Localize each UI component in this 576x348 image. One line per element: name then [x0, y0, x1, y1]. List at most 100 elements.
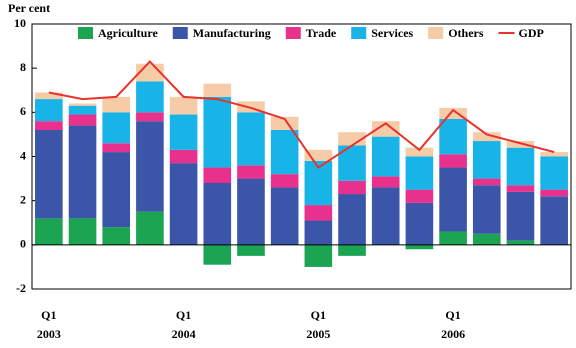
x-tick-label: Q1: [445, 308, 460, 322]
bar-segment: [439, 118, 467, 155]
bar-segment: [506, 191, 535, 241]
bar-segment: [35, 99, 63, 122]
y-tick-label: 0: [20, 237, 26, 251]
bar-segment: [169, 163, 198, 245]
bar-segment: [68, 125, 97, 219]
bar-segment: [304, 220, 333, 245]
bar-segment: [136, 121, 164, 212]
bar-segment: [371, 136, 400, 177]
legend-label: Agriculture: [98, 26, 158, 40]
bar-segment: [203, 167, 232, 183]
bar-segment: [304, 149, 333, 161]
x-tick-label: 2006: [441, 327, 465, 341]
bar-segment: [237, 101, 265, 113]
bar-segment: [68, 114, 97, 126]
legend-swatch: [351, 27, 367, 39]
bar-segment: [35, 130, 63, 219]
bar-segment: [439, 154, 467, 168]
bar-segment: [506, 141, 535, 148]
bar-segment: [472, 178, 501, 186]
bar-segment: [237, 165, 265, 179]
legend-label: GDP: [519, 26, 544, 40]
bar-segment: [338, 194, 366, 245]
bar-segment: [102, 227, 131, 245]
bar-segment: [405, 244, 434, 250]
bar-segment: [102, 143, 131, 153]
bar-segment: [338, 132, 366, 146]
bar-segment: [472, 141, 501, 179]
bar-segment: [506, 185, 535, 192]
bar-segment: [35, 121, 63, 130]
bar-segment: [35, 92, 63, 100]
x-tick-label: 2005: [306, 327, 330, 341]
legend-swatch: [428, 27, 444, 39]
bar-segment: [439, 167, 467, 232]
bar-segment: [169, 114, 198, 150]
y-tick-label: 4: [20, 148, 26, 162]
bar-segment: [506, 240, 535, 245]
legend-label: Manufacturing: [193, 26, 271, 40]
bar-segment: [439, 107, 467, 119]
bar-segment: [439, 231, 467, 245]
y-tick-label: -2: [16, 281, 26, 295]
y-tick-label: 10: [14, 16, 26, 30]
y-axis-label: Per cent: [8, 1, 50, 15]
bar-segment: [270, 130, 299, 175]
legend-label: Trade: [306, 26, 337, 40]
y-tick-label: 6: [20, 104, 26, 118]
bar-segment: [405, 156, 434, 190]
bar-segment: [371, 176, 400, 188]
bar-segment: [169, 149, 198, 164]
bar-segment: [304, 205, 333, 221]
legend-label: Others: [448, 26, 484, 40]
bar-segment: [472, 233, 501, 245]
bar-segment: [405, 189, 434, 203]
bar-segment: [338, 244, 366, 256]
bar-segment: [68, 103, 97, 106]
bar-segment: [237, 244, 265, 256]
legend-label: Services: [371, 26, 413, 40]
bar-segment: [371, 121, 400, 137]
bar-segment: [102, 96, 131, 113]
x-tick-label: 2004: [172, 327, 196, 341]
bar-segment: [472, 185, 501, 234]
bar-segment: [270, 116, 299, 130]
bar-segment: [405, 202, 434, 245]
bar-segment: [506, 147, 535, 186]
bar-segment: [102, 152, 131, 228]
bar-segment: [203, 96, 232, 168]
legend-swatch: [172, 27, 188, 39]
bar-segment: [540, 189, 568, 197]
x-tick-label: 2003: [37, 327, 61, 341]
bar-segment: [270, 174, 299, 188]
y-tick-label: 8: [20, 60, 26, 74]
bar-segment: [371, 187, 400, 245]
bar-segment: [136, 81, 164, 113]
x-tick-label: Q1: [41, 308, 56, 322]
bar-segment: [304, 244, 333, 267]
bar-segment: [270, 187, 299, 245]
bar-segment: [102, 112, 131, 144]
bar-segment: [338, 180, 366, 195]
x-tick-label: Q1: [311, 308, 326, 322]
bar-segment: [136, 211, 164, 245]
bar-segment: [203, 183, 232, 245]
bar-segment: [540, 196, 568, 245]
bar-segment: [472, 132, 501, 142]
bar-segment: [237, 112, 265, 166]
bar-segment: [203, 83, 232, 97]
bar-segment: [35, 218, 63, 245]
line-series: [48, 60, 555, 169]
bar-segment: [68, 105, 97, 115]
bar-segment: [203, 244, 232, 265]
legend-swatch: [285, 27, 301, 39]
legend-swatch: [78, 27, 93, 39]
bar-segment: [540, 152, 568, 157]
bar-segment: [540, 156, 568, 190]
bar-segment: [405, 147, 434, 157]
x-tick-label: Q1: [176, 308, 191, 322]
bar-segment: [169, 96, 198, 115]
bar-segment: [136, 112, 164, 122]
bar-segment: [68, 218, 97, 245]
